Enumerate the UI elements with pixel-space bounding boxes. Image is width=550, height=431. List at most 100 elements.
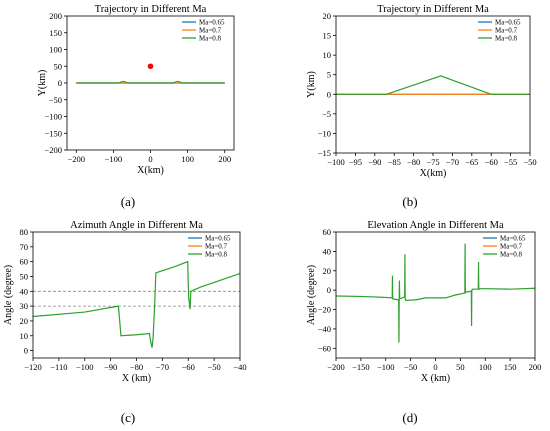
legend-label-3: Ma=0.8 bbox=[495, 35, 518, 43]
y-tick-label: 60 bbox=[20, 257, 29, 267]
x-tick-label: −90 bbox=[104, 362, 117, 372]
x-tick-label: −60 bbox=[182, 362, 195, 372]
y-tick-label: 70 bbox=[20, 242, 29, 252]
x-tick-label: −200 bbox=[68, 154, 86, 164]
x-tick-label: −50 bbox=[404, 362, 417, 372]
x-tick-label: −100 bbox=[377, 362, 395, 372]
x-tick-label: 50 bbox=[456, 362, 465, 372]
legend-label-2: Ma=0.7 bbox=[199, 27, 222, 35]
chart-title: Trajectory in Different Ma bbox=[95, 4, 207, 15]
y-tick-label: 20 bbox=[20, 316, 29, 326]
series-line-3 bbox=[336, 243, 535, 343]
y-tick-label: 100 bbox=[49, 45, 62, 55]
y-tick-label: 50 bbox=[54, 61, 63, 71]
y-tick-label: 150 bbox=[49, 28, 62, 38]
legend-label-2: Ma=0.7 bbox=[495, 27, 518, 35]
x-axis-label: X(km) bbox=[420, 168, 447, 179]
y-tick-label: 50 bbox=[20, 271, 29, 281]
y-tick-label: 15 bbox=[323, 31, 332, 41]
y-tick-label: 40 bbox=[20, 286, 29, 296]
x-tick-label: −80 bbox=[407, 157, 420, 167]
x-tick-label: −50 bbox=[523, 157, 536, 167]
x-tick-label: 200 bbox=[218, 154, 231, 164]
x-tick-label: 100 bbox=[479, 362, 492, 372]
legend-label-3: Ma=0.8 bbox=[205, 251, 228, 259]
x-axis-label: X (km) bbox=[421, 373, 450, 384]
x-tick-label: −75 bbox=[426, 157, 439, 167]
x-tick-label: −70 bbox=[446, 157, 459, 167]
y-tick-label: 10 bbox=[323, 50, 332, 60]
y-axis-label: Angle (degree) bbox=[3, 265, 14, 325]
x-axis-label: X(km) bbox=[137, 165, 164, 176]
y-tick-label: 20 bbox=[323, 11, 332, 21]
y-tick-label: −40 bbox=[318, 324, 331, 334]
legend-label-3: Ma=0.8 bbox=[500, 251, 523, 259]
panel-caption: (b) bbox=[402, 194, 417, 209]
x-tick-label: 200 bbox=[529, 362, 542, 372]
x-axis-label: X (km) bbox=[122, 373, 151, 384]
x-tick-label: −150 bbox=[352, 362, 370, 372]
x-tick-label: 100 bbox=[181, 154, 194, 164]
data-point-marker bbox=[147, 63, 154, 70]
y-tick-label: −60 bbox=[318, 343, 331, 353]
y-tick-label: −50 bbox=[49, 95, 62, 105]
x-tick-label: 0 bbox=[433, 362, 437, 372]
x-tick-label: −40 bbox=[233, 362, 246, 372]
series-line-3 bbox=[76, 80, 225, 84]
series-line-3 bbox=[336, 75, 530, 95]
y-tick-label: 60 bbox=[323, 227, 332, 237]
legend-label-1: Ma=0.65 bbox=[500, 235, 526, 243]
y-tick-label: 0 bbox=[58, 78, 62, 88]
x-tick-label: −60 bbox=[485, 157, 498, 167]
y-tick-label: 80 bbox=[20, 227, 29, 237]
y-axis-label: Y(km) bbox=[37, 70, 48, 97]
legend-label-1: Ma=0.65 bbox=[495, 19, 521, 27]
y-tick-label: 0 bbox=[327, 89, 331, 99]
x-tick-label: −65 bbox=[465, 157, 478, 167]
y-tick-label: −150 bbox=[44, 128, 62, 138]
x-tick-label: −110 bbox=[50, 362, 67, 372]
x-tick-label: −95 bbox=[349, 157, 362, 167]
chart-title: Trajectory in Different Ma bbox=[377, 4, 489, 15]
y-tick-label: 0 bbox=[24, 346, 28, 356]
y-axis-label: Y(km) bbox=[306, 71, 317, 98]
panel-caption: (d) bbox=[402, 410, 417, 425]
x-tick-label: −85 bbox=[388, 157, 401, 167]
x-tick-label: −90 bbox=[368, 157, 381, 167]
x-tick-label: −100 bbox=[76, 362, 94, 372]
legend-label-1: Ma=0.65 bbox=[205, 235, 231, 243]
x-tick-label: −80 bbox=[130, 362, 143, 372]
y-tick-label: 30 bbox=[20, 301, 29, 311]
legend-label-2: Ma=0.7 bbox=[500, 243, 523, 251]
y-tick-label: 5 bbox=[327, 70, 331, 80]
chart-title: Azimuth Angle in Different Ma bbox=[70, 220, 203, 231]
x-tick-label: −50 bbox=[207, 362, 220, 372]
x-tick-label: 0 bbox=[148, 154, 152, 164]
legend-label-3: Ma=0.8 bbox=[199, 35, 222, 43]
y-axis-label: Angle (degree) bbox=[306, 265, 317, 325]
y-tick-label: −5 bbox=[322, 109, 331, 119]
x-tick-label: −120 bbox=[24, 362, 42, 372]
x-tick-label: −100 bbox=[327, 157, 345, 167]
chart-panel-1: Trajectory in Different Ma −200 −100 0 100 20… bbox=[37, 4, 235, 209]
x-tick-label: −200 bbox=[327, 362, 345, 372]
panel-caption: (c) bbox=[121, 410, 135, 425]
legend-label-2: Ma=0.7 bbox=[205, 243, 228, 251]
x-tick-label: −55 bbox=[504, 157, 517, 167]
y-tick-label: −20 bbox=[318, 305, 331, 315]
y-tick-label: −200 bbox=[44, 145, 62, 155]
y-tick-label: 10 bbox=[20, 331, 29, 341]
y-tick-label: −15 bbox=[318, 148, 331, 158]
panel-caption: (a) bbox=[121, 194, 135, 209]
y-tick-label: 200 bbox=[49, 11, 62, 21]
y-tick-label: −10 bbox=[318, 128, 331, 138]
chart-title: Elevation Angle in Different Ma bbox=[367, 220, 504, 231]
chart-panel-2: Trajectory in Different Ma−100 −95 −90 −85−… bbox=[306, 4, 537, 209]
y-tick-label: 0 bbox=[327, 285, 331, 295]
x-tick-label: 150 bbox=[504, 362, 517, 372]
series-line-3 bbox=[33, 260, 240, 348]
x-tick-label: −70 bbox=[156, 362, 169, 372]
chart-panel-3: Azimuth Angle in Different Ma −120 −110 −10… bbox=[3, 220, 247, 425]
y-tick-label: 20 bbox=[323, 266, 332, 276]
